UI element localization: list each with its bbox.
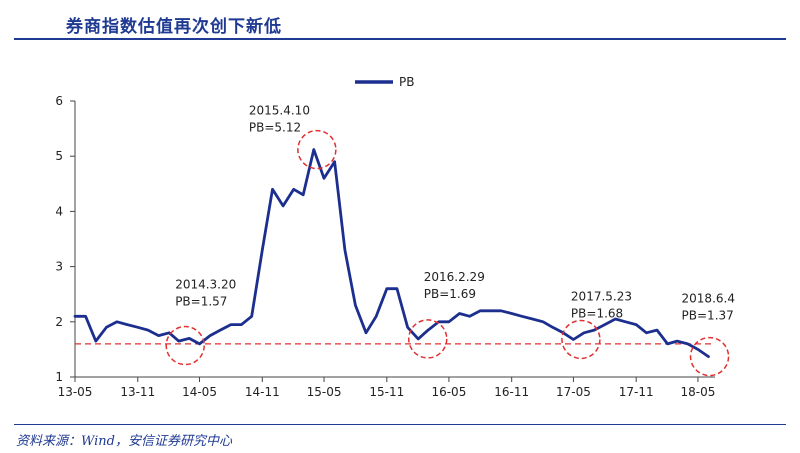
annotation-value: PB=5.12 [249, 121, 301, 135]
x-tick-label: 16-11 [494, 385, 529, 399]
x-tick-label: 14-05 [182, 385, 217, 399]
annotation-date: 2016.2.29 [424, 270, 485, 284]
x-tick-label: 17-11 [619, 385, 654, 399]
y-tick-label: 2 [55, 315, 63, 329]
source-divider [14, 424, 786, 425]
legend-label-pb: PB [399, 75, 414, 89]
annotation-circle [689, 336, 730, 377]
annotation-date: 2017.5.23 [571, 289, 632, 303]
x-tick-label: 13-11 [120, 385, 155, 399]
y-tick-label: 4 [55, 204, 63, 218]
annotation-value: PB=1.37 [682, 309, 734, 323]
x-tick-label: 15-11 [369, 385, 404, 399]
y-tick-label: 6 [55, 94, 63, 108]
x-tick-label: 16-05 [431, 385, 466, 399]
annotation-circle [165, 325, 205, 366]
annotation-circle [297, 129, 337, 170]
x-tick-label: 13-05 [58, 385, 93, 399]
y-tick-label: 1 [55, 370, 63, 384]
page-title: 券商指数估值再次创下新低 [66, 17, 282, 37]
title-divider [14, 38, 786, 40]
pb-line-chart: 1 2 3 4 5 6 13-05 13-11 14-05 14-11 15-05 15-11 16-0… [55, 75, 735, 399]
annotation-date: 2018.6.4 [682, 292, 735, 306]
y-tick-label: 3 [55, 260, 63, 274]
annotation-value: PB=1.57 [175, 295, 227, 309]
x-tick-label: 15-05 [307, 385, 342, 399]
y-tick-label: 5 [55, 149, 63, 163]
annotation-circle [561, 319, 601, 360]
annotation-date: 2014.3.20 [175, 278, 236, 292]
annotation-value: PB=1.68 [571, 306, 623, 320]
x-tick-label: 17-05 [556, 385, 591, 399]
series-line-pb [73, 148, 710, 359]
x-tick-label: 18-05 [681, 385, 716, 399]
annotation-circle [408, 319, 448, 359]
annotation-value: PB=1.69 [424, 287, 476, 301]
x-tick-label: 14-11 [245, 385, 280, 399]
annotation-date: 2015.4.10 [249, 104, 310, 118]
source-note: 资料来源：Wind，安信证券研究中心 [16, 434, 232, 449]
